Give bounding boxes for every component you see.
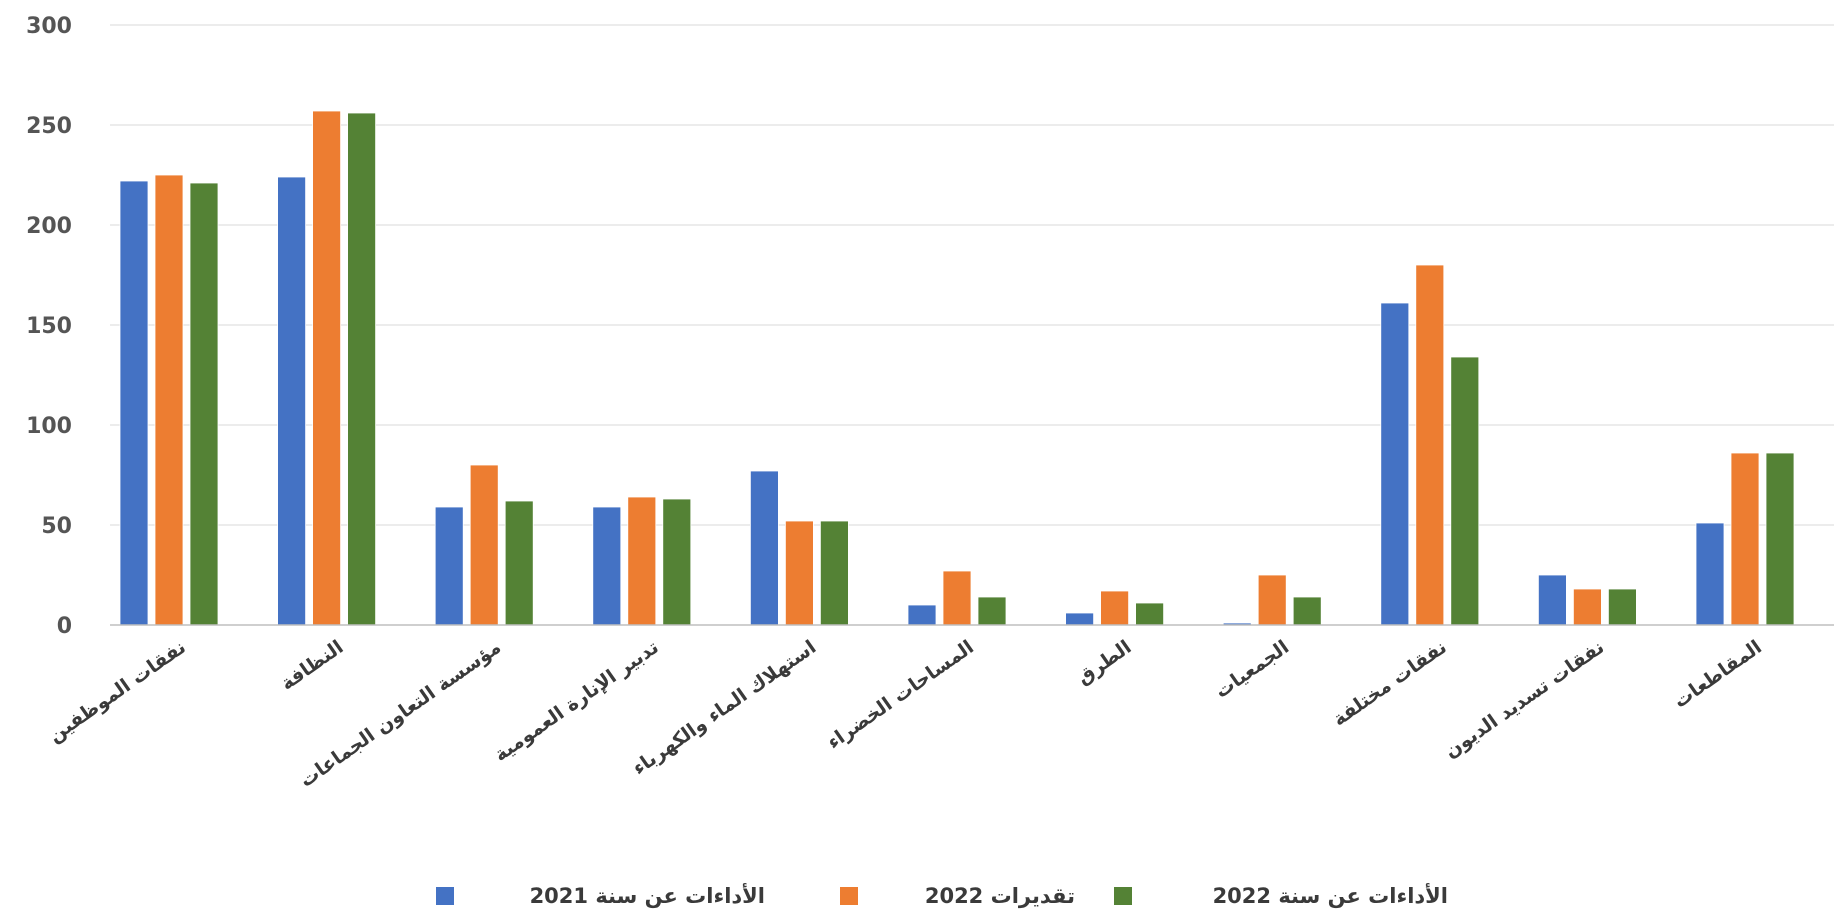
bar-1-6 [907, 604, 937, 626]
bar-2-6 [942, 570, 972, 626]
bar-3-9 [1450, 356, 1480, 626]
bar-3-8 [1292, 596, 1322, 626]
bar-2-1 [154, 174, 184, 626]
bar-1-11 [1695, 522, 1725, 626]
x-tick-label: نفقات الموظفين [44, 636, 189, 747]
bar-2-5 [785, 520, 814, 626]
legend-label-3: الأداءات عن سنة 2022 [1213, 882, 1448, 908]
bar-2-8 [1257, 574, 1287, 626]
bar-3-6 [977, 596, 1007, 626]
bar-2-7 [1100, 590, 1129, 626]
x-tick-label: النظافة [277, 636, 348, 695]
legend-swatch-2 [840, 887, 858, 905]
bar-3-2 [347, 112, 377, 626]
bar-1-5 [750, 470, 779, 626]
bar-1-9 [1380, 302, 1410, 626]
legend-swatch-1 [436, 887, 454, 905]
bar-3-11 [1765, 452, 1795, 626]
x-tick-label: الطرق [1073, 636, 1136, 689]
y-tick-label: 250 [26, 114, 72, 139]
bars [119, 110, 1795, 626]
bar-2-9 [1415, 264, 1445, 626]
x-tick-label: المساحات الخضراء [823, 636, 978, 754]
gridlines [110, 24, 1834, 526]
legend-swatch-3 [1114, 887, 1132, 905]
bar-1-2 [277, 176, 307, 626]
legend-label-2: تقديرات 2022 [925, 884, 1075, 908]
bar-1-10 [1538, 574, 1567, 626]
x-tick-label: المقاطعات [1670, 636, 1766, 713]
x-tick-label: نفقات مختلفة [1329, 636, 1451, 731]
bar-1-4 [592, 506, 622, 626]
bar-1-3 [434, 506, 464, 626]
legend: الأداءات عن سنة 2021 تقديرات 2022 الأداءات… [436, 882, 1448, 908]
y-tick-label: 0 [57, 614, 72, 639]
y-tick-label: 100 [26, 414, 72, 439]
y-tick-label: 50 [41, 514, 72, 539]
bar-2-10 [1573, 588, 1602, 626]
bar-3-3 [504, 500, 534, 626]
bar-1-7 [1065, 612, 1094, 626]
bar-3-1 [189, 182, 219, 626]
bar-2-11 [1730, 452, 1760, 626]
bar-3-5 [820, 520, 849, 626]
y-tick-label: 300 [26, 14, 72, 39]
y-axis-tick-labels: 0 50 100 150 200 250 300 [26, 14, 72, 639]
x-tick-label: الجمعيات [1211, 636, 1293, 703]
y-tick-label: 150 [26, 314, 72, 339]
legend-label-1: الأداءات عن سنة 2021 [530, 882, 765, 908]
x-tick-label: نفقات تسديد الديون [1441, 636, 1609, 763]
bar-1-1 [119, 180, 149, 626]
bar-2-3 [469, 464, 499, 626]
x-tick-label: تدبير الإنارة العمومية [490, 636, 663, 766]
bar-3-7 [1135, 602, 1164, 626]
bar-2-2 [312, 110, 342, 626]
bar-3-4 [662, 498, 692, 626]
bar-2-4 [627, 496, 657, 626]
bar-3-10 [1608, 588, 1637, 626]
y-tick-label: 200 [26, 214, 72, 239]
